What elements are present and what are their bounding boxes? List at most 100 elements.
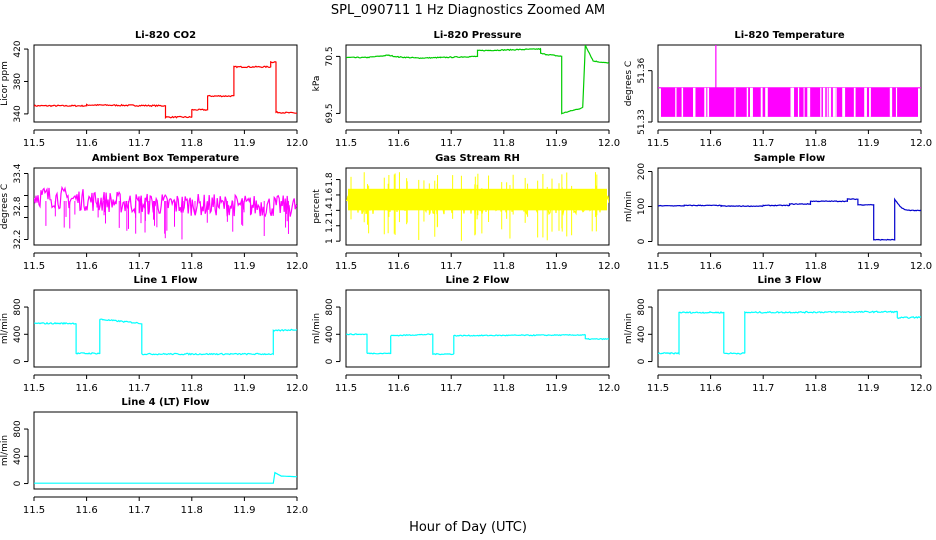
panel-7: Line 1 Flow 11.5 11.6 11.7 11.8 11.9 12.0 0 400 8…	[0, 275, 308, 394]
x-tick-label: 11.7	[440, 138, 462, 149]
x-tick-label: 11.5	[23, 138, 45, 149]
x-tick-label: 11.8	[805, 261, 827, 272]
x-tick-label: 11.7	[128, 383, 150, 394]
x-tick-label: 11.6	[75, 261, 97, 272]
y-tick-label: 69.5	[325, 103, 335, 123]
data-layer	[658, 45, 921, 117]
x-tick-label: 12.0	[286, 383, 308, 394]
y-axis-label: Licor ppm	[0, 61, 10, 106]
y-tick-label: 400	[13, 325, 23, 342]
x-tick-label: 12.0	[286, 261, 308, 272]
x-tick-label: 11.6	[387, 138, 409, 149]
y-tick-label: 1	[325, 238, 335, 244]
x-tick-label: 11.7	[128, 138, 150, 149]
y-axis-label: kPa	[312, 76, 322, 92]
x-tick-label: 11.7	[752, 261, 774, 272]
x-tick-label: 11.7	[752, 138, 774, 149]
x-tick-label: 11.9	[233, 383, 255, 394]
x-tick-label: 11.6	[387, 261, 409, 272]
data-layer	[34, 471, 297, 484]
figure-title: SPL_090711 1 Hz Diagnostics Zoomed AM	[331, 3, 605, 18]
y-axis-label: ml/min	[312, 313, 322, 344]
data-layer	[346, 45, 609, 115]
x-tick-label: 11.6	[699, 138, 721, 149]
x-tick-label: 12.0	[910, 383, 932, 394]
x-tick-label: 12.0	[598, 383, 620, 394]
panel-title: Li-820 CO2	[135, 30, 196, 41]
x-tick-label: 11.5	[647, 138, 669, 149]
x-tick-label: 11.8	[805, 383, 827, 394]
x-tick-label: 11.5	[647, 261, 669, 272]
y-tick-label: 1.4	[325, 203, 335, 218]
x-tick-label: 11.9	[233, 138, 255, 149]
x-tick-label: 11.6	[699, 383, 721, 394]
series-line	[658, 197, 921, 241]
y-tick-label: 70.5	[325, 46, 335, 66]
figure-x-axis-label: Hour of Day (UTC)	[409, 520, 527, 535]
data-layer	[658, 197, 921, 241]
plot-frame	[345, 289, 610, 368]
x-tick-label: 11.7	[440, 261, 462, 272]
x-tick-label: 12.0	[286, 505, 308, 516]
y-tick-label: 33.4	[13, 163, 23, 183]
x-tick-label: 11.5	[335, 261, 357, 272]
y-tick-label: 800	[325, 298, 335, 315]
data-layer	[34, 185, 297, 240]
y-tick-label: 380	[13, 73, 23, 90]
panel-3: Li-820 Temperature 11.5 11.6 11.7 11.8 11.9 12…	[624, 30, 932, 149]
x-tick-label: 11.9	[857, 261, 879, 272]
data-layer	[34, 60, 297, 120]
x-tick-label: 11.8	[181, 138, 203, 149]
x-tick-label: 12.0	[910, 138, 932, 149]
x-tick-label: 11.6	[387, 383, 409, 394]
y-tick-label: 800	[13, 298, 23, 315]
y-tick-label: 800	[637, 298, 647, 315]
data-layer	[658, 310, 921, 356]
x-tick-label: 11.5	[335, 138, 357, 149]
x-tick-label: 12.0	[598, 138, 620, 149]
y-tick-label: 51.36	[637, 58, 647, 84]
x-tick-label: 11.5	[647, 383, 669, 394]
panel-title: Gas Stream RH	[435, 153, 520, 164]
x-tick-label: 11.9	[545, 383, 567, 394]
x-tick-label: 11.5	[23, 261, 45, 272]
x-tick-label: 12.0	[910, 261, 932, 272]
y-axis-label: percent	[312, 189, 322, 224]
y-tick-label: 400	[637, 325, 647, 342]
series-band	[661, 87, 918, 117]
x-tick-label: 11.8	[493, 383, 515, 394]
y-tick-label: 200	[637, 163, 647, 180]
x-tick-label: 11.9	[545, 261, 567, 272]
y-tick-label: 0	[637, 358, 647, 364]
panel-6: Sample Flow 11.5 11.6 11.7 11.8 11.9 12.0 0 100 2…	[624, 153, 932, 272]
plot-frame	[657, 167, 922, 246]
plot-frame	[33, 289, 298, 368]
y-axis-label: ml/min	[624, 313, 634, 344]
x-tick-label: 11.9	[545, 138, 567, 149]
y-tick-label: 0	[637, 238, 647, 244]
y-tick-label: 51.33	[637, 109, 647, 135]
series-line	[34, 185, 297, 218]
y-axis-label: ml/min	[0, 313, 10, 344]
x-tick-label: 11.9	[233, 505, 255, 516]
y-tick-label: 1.8	[325, 172, 335, 187]
x-tick-label: 12.0	[598, 261, 620, 272]
y-axis-label: degrees C	[624, 61, 634, 106]
panel-title: Line 4 (LT) Flow	[121, 397, 209, 408]
x-tick-label: 11.5	[335, 383, 357, 394]
panel-10: Line 4 (LT) Flow 11.5 11.6 11.7 11.8 11.9 12.0…	[0, 397, 308, 516]
y-tick-label: 100	[637, 198, 647, 215]
y-axis-label: ml/min	[0, 435, 10, 466]
x-tick-label: 11.8	[181, 383, 203, 394]
panel-title: Line 1 Flow	[134, 275, 198, 286]
panel-9: Line 3 Flow 11.5 11.6 11.7 11.8 11.9 12.0 0 400 8…	[624, 275, 932, 394]
data-layer	[346, 172, 609, 241]
y-axis-label: degrees C	[0, 184, 10, 229]
y-tick-label: 340	[13, 105, 23, 122]
y-axis-label: ml/min	[624, 191, 634, 222]
x-tick-label: 11.7	[752, 383, 774, 394]
plot-frame	[33, 44, 298, 123]
x-tick-label: 11.9	[857, 383, 879, 394]
